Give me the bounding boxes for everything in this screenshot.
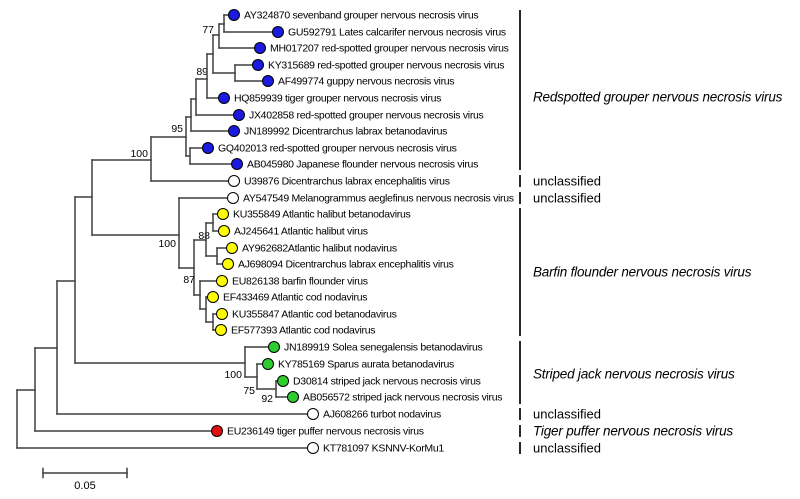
clade-bar <box>519 341 521 404</box>
taxon-label: KY785169 Sparus aurata betanodavirus <box>278 359 454 371</box>
taxon-marker-green <box>268 341 280 353</box>
taxon-label: MH017207 red-spotted grouper nervous nec… <box>270 43 509 55</box>
taxon-label: GQ402013 red-spotted grouper nervous nec… <box>218 143 457 155</box>
taxon-marker-green <box>277 375 289 387</box>
taxon-label: AJ698094 Dicentrarchus labrax encephalit… <box>238 259 454 271</box>
taxon-marker-blue <box>254 42 266 54</box>
taxon-marker-blue <box>272 26 284 38</box>
taxon-marker-blue <box>218 92 230 104</box>
taxon-marker-yellow <box>216 275 228 287</box>
taxon-marker-yellow <box>215 324 227 336</box>
taxon-marker-blue <box>262 75 274 87</box>
taxon-label: U39876 Dicentrarchus labrax encephalitis… <box>244 176 450 188</box>
taxon-label: AJ608266 turbot nodavirus <box>323 409 441 421</box>
scale-bar-label: 0.05 <box>74 480 95 492</box>
clade-bar <box>519 442 521 454</box>
taxon-label: EU826138 barfin flounder virus <box>232 276 368 288</box>
bootstrap-value: 100 <box>158 238 176 250</box>
taxon-marker-blue <box>252 59 264 71</box>
taxon-marker-white <box>227 192 239 204</box>
taxon-label: AY324870 sevenband grouper nervous necro… <box>244 10 478 22</box>
taxon-label: EF577393 Atlantic cod nodavirus <box>231 325 375 337</box>
taxon-label: D30814 striped jack nervous necrosis vir… <box>293 376 481 388</box>
taxon-label: AF499774 guppy nervous necrosis virus <box>278 76 454 88</box>
taxon-marker-green <box>287 391 299 403</box>
taxon-marker-blue <box>228 9 240 21</box>
bootstrap-value: 88 <box>198 230 210 242</box>
taxon-marker-yellow <box>217 208 229 220</box>
clade-bar <box>519 175 521 187</box>
taxon-marker-blue <box>231 158 243 170</box>
bootstrap-value: 92 <box>261 393 273 405</box>
clade-label: unclassified <box>533 441 601 456</box>
clade-bar <box>519 208 521 336</box>
bootstrap-value: 100 <box>130 148 148 160</box>
clade-label: unclassified <box>533 407 601 422</box>
taxon-label: EF433469 Atlantic cod nodavirus <box>223 292 367 304</box>
bootstrap-value: 75 <box>243 385 255 397</box>
taxon-label: KU355847 Atlantic cod betanodavirus <box>232 309 397 321</box>
taxon-label: HQ859939 tiger grouper nervous necrosis … <box>234 93 441 105</box>
taxon-label: AB045980 Japanese flounder nervous necro… <box>247 159 478 171</box>
taxon-marker-red <box>211 425 223 437</box>
taxon-label: AJ245641 Atlantic halibut virus <box>234 226 368 238</box>
taxon-marker-blue <box>228 125 240 137</box>
bootstrap-value: 87 <box>183 274 195 286</box>
clade-bar <box>519 408 521 420</box>
clade-label: unclassified <box>533 174 601 189</box>
taxon-marker-yellow <box>226 242 238 254</box>
bootstrap-value: 100 <box>224 369 242 381</box>
clade-bar <box>519 425 521 437</box>
taxon-marker-blue <box>202 142 214 154</box>
taxon-label: AY547549 Melanogrammus aeglefinus nervou… <box>243 193 514 205</box>
taxon-label: AY962682Atlantic halibut nodavirus <box>242 243 397 255</box>
clade-label: Tiger puffer nervous necrosis virus <box>533 424 733 439</box>
clade-label: Redspotted grouper nervous necrosis viru… <box>533 90 783 105</box>
taxon-marker-yellow <box>207 291 219 303</box>
clade-label: Barfin flounder nervous necrosis virus <box>533 265 752 280</box>
taxon-marker-yellow <box>218 225 230 237</box>
clade-label: unclassified <box>533 191 601 206</box>
clade-label: Striped jack nervous necrosis virus <box>533 367 735 382</box>
taxon-marker-white <box>307 442 319 454</box>
taxon-label: GU592791 Lates calcarifer nervous necros… <box>288 27 506 39</box>
taxon-marker-blue <box>233 109 245 121</box>
bootstrap-value: 89 <box>196 66 208 78</box>
taxon-label: KT781097 KSNNV-KorMu1 <box>323 443 444 455</box>
taxon-marker-yellow <box>222 258 234 270</box>
taxon-marker-yellow <box>216 308 228 320</box>
taxon-label: JN189992 Dicentrarchus labrax betanodavi… <box>244 126 447 138</box>
taxon-label: KU355849 Atlantic halibut betanodavirus <box>233 209 410 221</box>
bootstrap-value: 77 <box>202 24 214 36</box>
taxon-label: JN189919 Solea senegalensis betanodaviru… <box>284 342 482 354</box>
clade-bar <box>519 192 521 204</box>
clade-bar <box>519 10 521 170</box>
taxon-marker-green <box>262 358 274 370</box>
bootstrap-value: 95 <box>171 123 183 135</box>
taxon-label: AB056572 striped jack nervous necrosis v… <box>303 392 502 404</box>
taxon-label: EU236149 tiger puffer nervous necrosis v… <box>227 426 424 438</box>
taxon-label: KY315689 red-spotted grouper nervous nec… <box>268 60 504 72</box>
taxon-marker-white <box>228 175 240 187</box>
taxon-label: JX402858 red-spotted grouper nervous nec… <box>249 110 484 122</box>
taxon-marker-white <box>307 408 319 420</box>
